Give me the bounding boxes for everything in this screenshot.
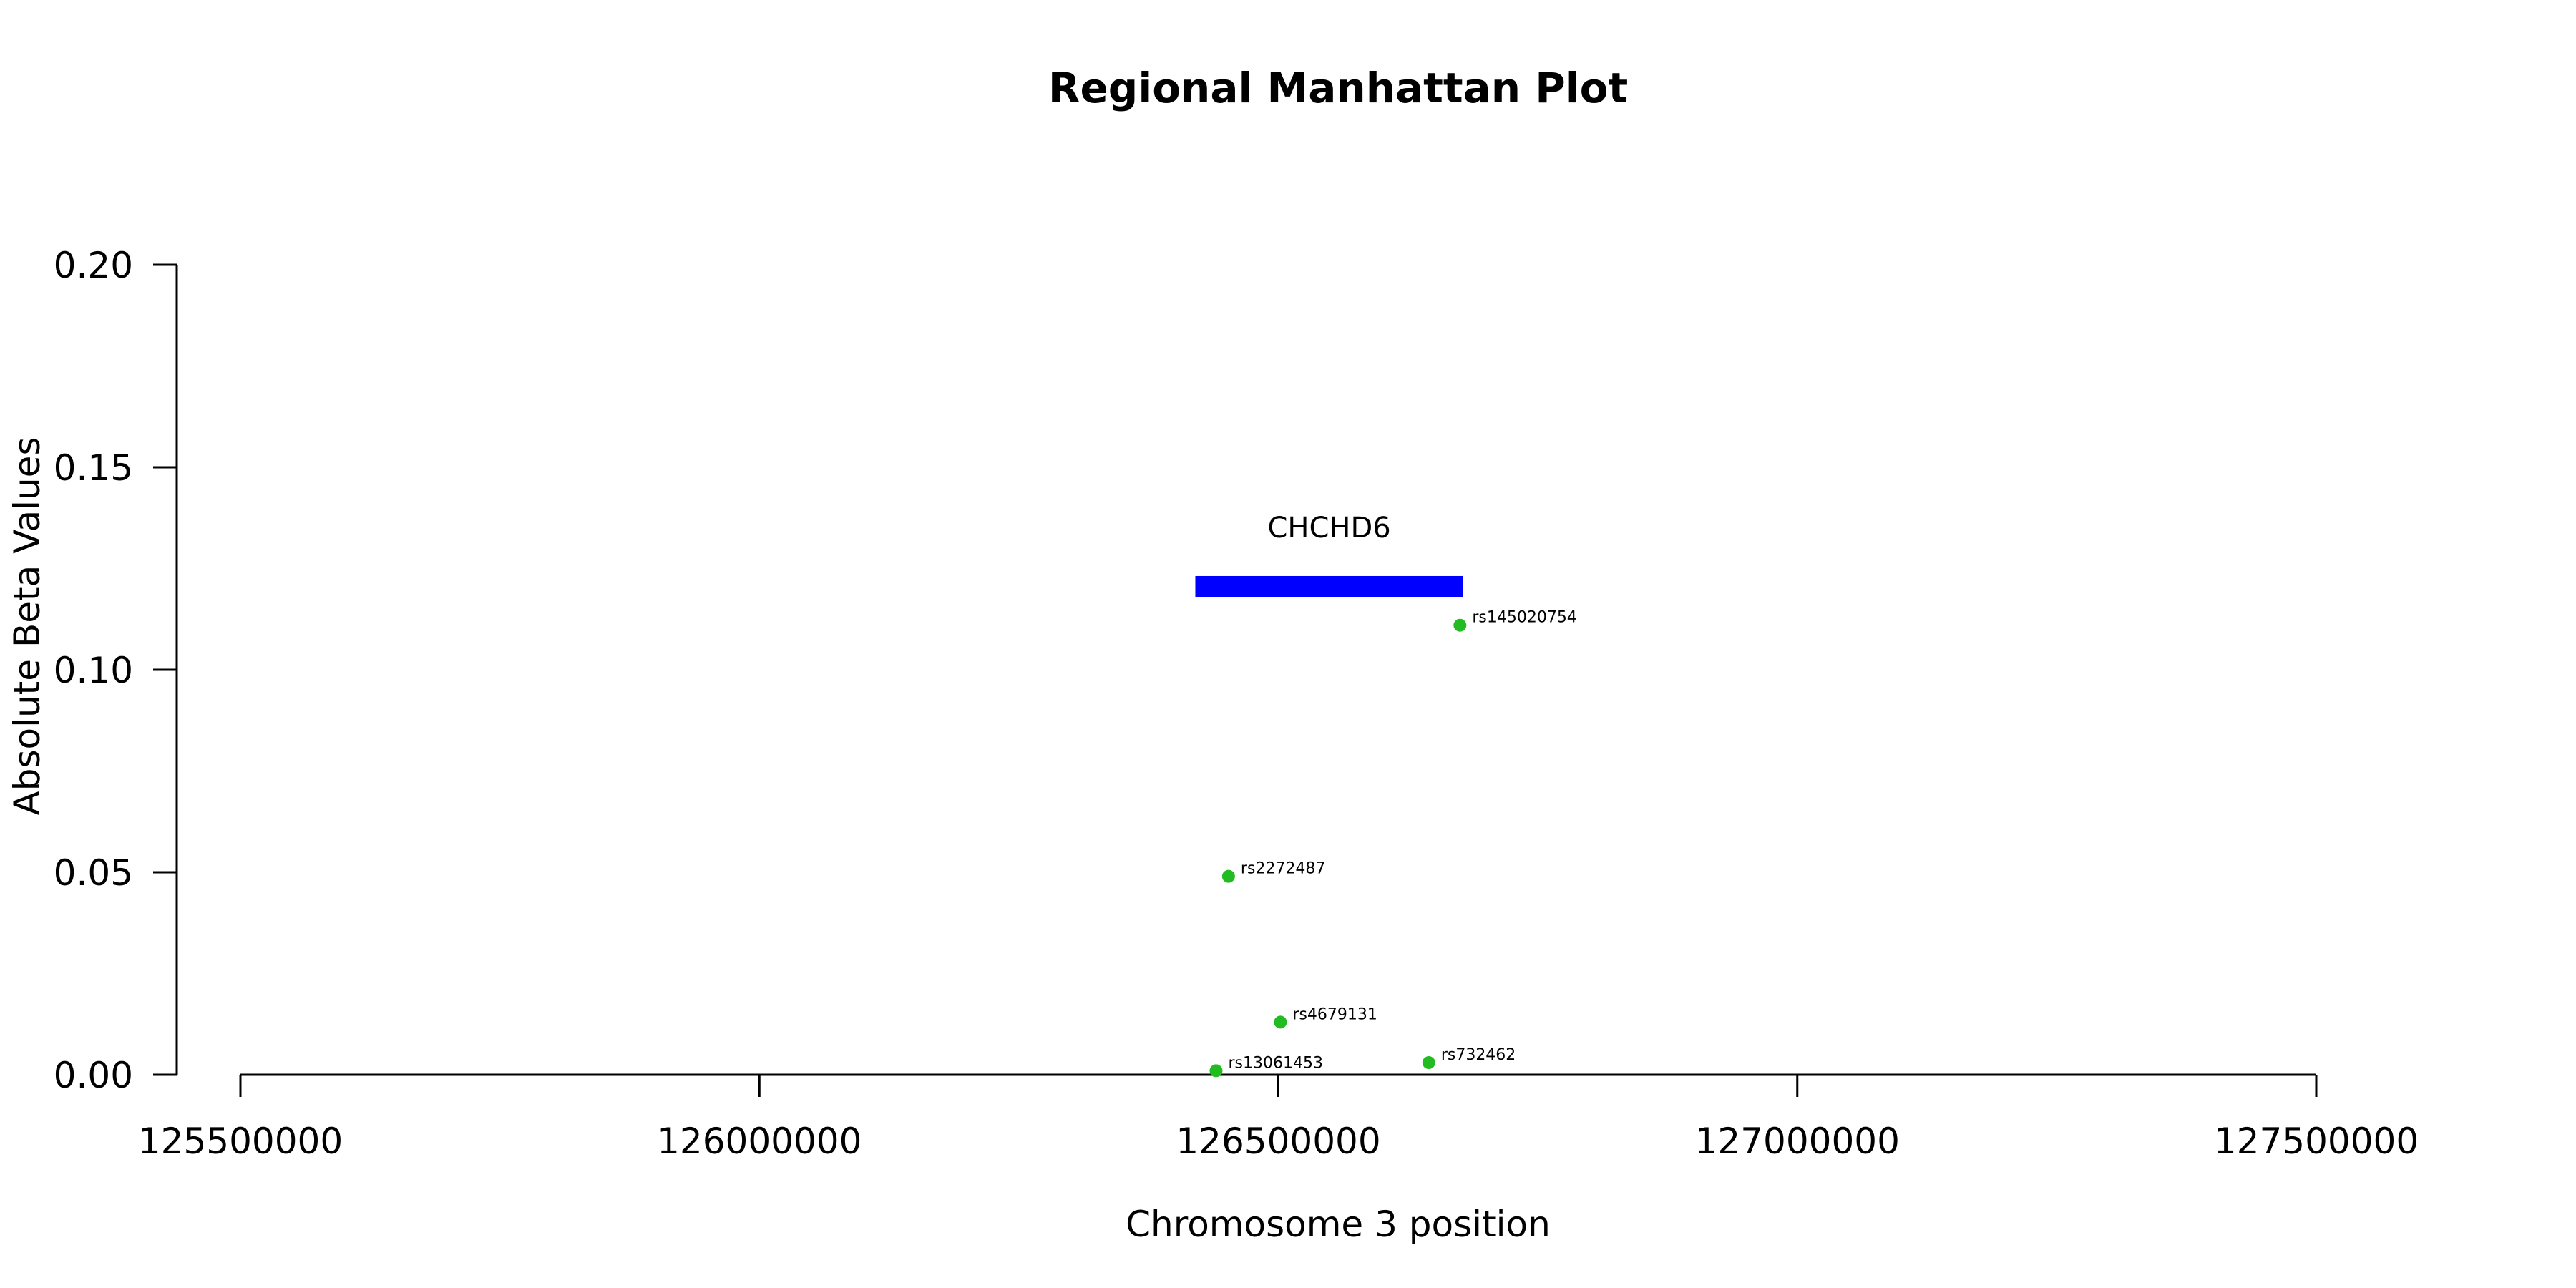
gene-track: CHCHD6 [1195,512,1463,597]
snp-label: rs13061453 [1228,1054,1322,1072]
x-axis-label: Chromosome 3 position [1126,1204,1551,1245]
snp-label: rs2272487 [1241,860,1326,878]
snp-point [1274,1015,1287,1029]
x-tick-label: 126000000 [657,1121,862,1162]
y-tick-label: 0.05 [54,852,133,894]
snp-points: rs145020754 rs2272487 rs4679131 rs732462 rs1… [1209,609,1577,1078]
snp-point [1453,618,1467,632]
y-tick-label: 0.00 [54,1055,133,1096]
x-tick-label: 127000000 [1695,1121,1900,1162]
y-tick-label: 0.15 [54,447,133,489]
snp-label: rs4679131 [1292,1005,1377,1023]
snp-point [1221,869,1235,883]
chart-title: Regional Manhattan Plot [1048,64,1628,112]
x-tick-label: 127500000 [2214,1121,2419,1162]
x-tick-label: 126500000 [1176,1121,1380,1162]
y-axis-ticks: 0.00 0.05 0.10 0.15 0.20 [54,245,177,1096]
snp-label: rs732462 [1441,1046,1516,1064]
y-tick-label: 0.10 [54,650,133,691]
y-axis-label: Absolute Beta Values [6,437,48,816]
y-tick-label: 0.20 [54,245,133,286]
snp-point [1422,1056,1435,1070]
x-tick-label: 125500000 [138,1121,343,1162]
gene-bar [1195,575,1463,597]
gene-label: CHCHD6 [1267,512,1390,545]
snp-label: rs145020754 [1472,609,1576,627]
x-axis-ticks: 125500000 126000000 126500000 127000000 1275… [138,1075,2419,1162]
snp-point [1209,1064,1223,1078]
